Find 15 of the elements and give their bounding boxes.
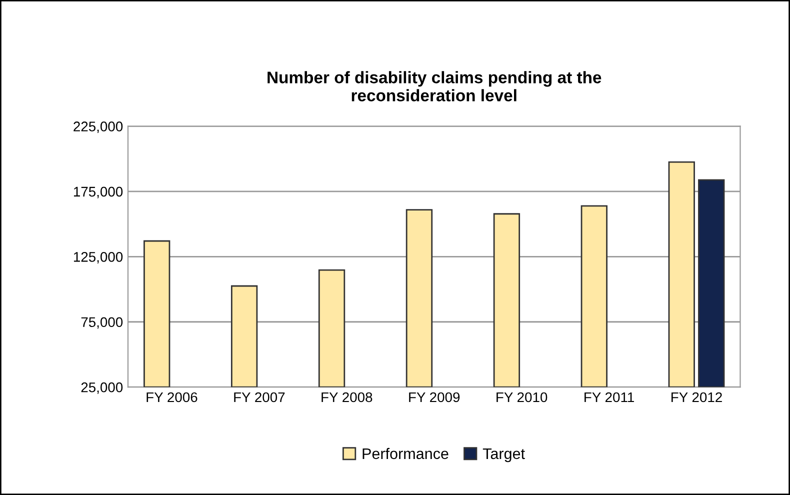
x-tick-label: FY 2006 [146, 392, 198, 402]
y-tick-label: 175,000 [74, 186, 123, 198]
y-tick-label: 25,000 [81, 382, 123, 394]
legend-label: Performance [362, 448, 448, 460]
x-tick-label: FY 2008 [322, 392, 372, 402]
x-tick-label: FY 2010 [496, 392, 548, 402]
chart-title: Number of disability claims pending at the reconsideration level [268, 71, 602, 102]
x-tick-label: FY 2009 [409, 392, 460, 402]
x-tick-label: FY 2012 [672, 392, 722, 402]
x-tick-label: FY 2007 [234, 392, 285, 402]
x-tick-label: FY 2011 [584, 392, 634, 402]
legend-label: Target [482, 448, 525, 462]
y-tick-label: 225,000 [74, 122, 123, 134]
y-tick-label: 75,000 [81, 317, 123, 329]
y-tick-label: 125,000 [74, 252, 123, 264]
